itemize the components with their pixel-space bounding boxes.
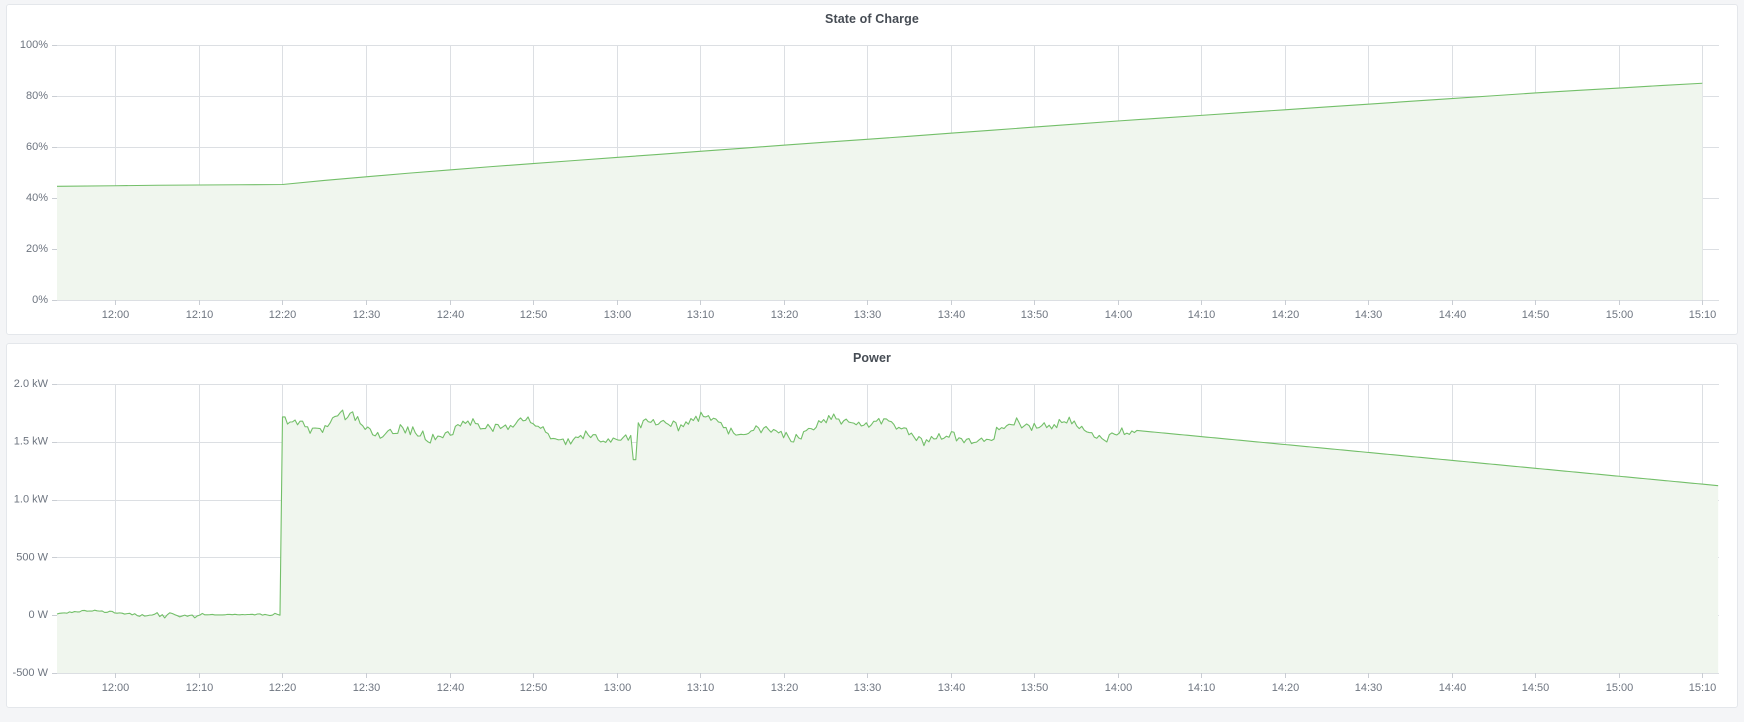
x-axis-tick-label: 12:00	[102, 682, 130, 694]
x-axis-tick-label: 14:40	[1439, 309, 1467, 321]
series-area-fill	[57, 410, 1719, 673]
panel-power: Power -500 W 0 W 500 W 1.0 kW 1.5 kW 2.0 kW 12…	[6, 343, 1738, 708]
y-axis-tick-label: 80%	[26, 90, 48, 102]
x-axis-tick-label: 12:20	[269, 309, 297, 321]
x-axis-tick-label: 13:50	[1021, 309, 1049, 321]
y-axis-tick-label: -500 W	[13, 667, 49, 679]
x-axis-tick-label: 13:10	[687, 309, 715, 321]
x-axis-tick-label: 13:10	[687, 682, 715, 694]
x-axis-tick-label: 13:20	[771, 309, 799, 321]
x-axis-tick-label: 12:50	[520, 309, 548, 321]
x-axis-tick-label: 15:00	[1606, 309, 1634, 321]
panel-title-state-of-charge: State of Charge	[825, 12, 919, 26]
series-line	[56, 82, 1703, 187]
x-axis-tick-label: 12:20	[269, 682, 297, 694]
x-axis-tick-label: 12:40	[437, 309, 465, 321]
y-axis-tick-label: 0 W	[28, 609, 48, 621]
x-axis-tick-label: 14:30	[1355, 682, 1383, 694]
x-axis-tick-label: 15:00	[1606, 682, 1634, 694]
x-axis-tick-label: 12:00	[102, 309, 130, 321]
plot-power[interactable]: -500 W 0 W 500 W 1.0 kW 1.5 kW 2.0 kW 12:00 12:…	[7, 344, 1737, 707]
y-axis-tick-label: 60%	[26, 141, 48, 153]
x-axis-tick-label: 14:20	[1272, 309, 1300, 321]
x-axis-tick-label: 14:50	[1522, 682, 1550, 694]
x-axis-tick-label: 15:10	[1689, 682, 1717, 694]
y-axis-tick-label: 500 W	[16, 551, 48, 563]
y-axis-tick-label: 100%	[20, 39, 48, 51]
x-axis-tick-label: 13:40	[938, 682, 966, 694]
power-chart-svg[interactable]: -500 W 0 W 500 W 1.0 kW 1.5 kW 2.0 kW 12:00 12:…	[7, 344, 1737, 707]
x-axis-tick-label: 12:40	[437, 682, 465, 694]
y-axis-tick-label: 1.0 kW	[14, 494, 49, 506]
y-axis-tick-label: 1.5 kW	[14, 436, 49, 448]
x-axis-tick-label: 14:40	[1439, 682, 1467, 694]
x-axis-tick-label: 14:00	[1105, 682, 1133, 694]
x-axis-tick-label: 14:10	[1188, 309, 1216, 321]
x-axis-tick-label: 12:10	[186, 309, 214, 321]
x-axis-tick-label: 12:30	[353, 682, 381, 694]
x-axis-tick-label: 13:00	[604, 309, 632, 321]
plot-state-of-charge[interactable]: 0% 20% 40% 60% 80% 100% 12:00 12:10 12:20 12:30 12…	[7, 5, 1737, 334]
x-axis-tick-label: 12:10	[186, 682, 214, 694]
y-axis-tick-label: 20%	[26, 243, 48, 255]
x-axis-tick-label: 14:30	[1355, 309, 1383, 321]
x-axis-tick-label: 14:00	[1105, 309, 1133, 321]
x-axis-tick-label: 14:50	[1522, 309, 1550, 321]
panel-state-of-charge: State of Charge 0% 20% 40% 60% 80% 100% 12:00 1…	[6, 4, 1738, 335]
x-axis-tick-label: 13:30	[854, 682, 882, 694]
soc-chart-svg[interactable]: 0% 20% 40% 60% 80% 100% 12:00 12:10 12:20 12:30 12…	[7, 5, 1737, 334]
x-axis-tick-label: 14:10	[1188, 682, 1216, 694]
y-axis-tick-label: 2.0 kW	[14, 378, 49, 390]
x-axis-tick-label: 13:30	[854, 309, 882, 321]
y-axis-tick-label: 0%	[32, 294, 48, 306]
panel-title-power: Power	[852, 351, 891, 365]
x-axis-tick-label: 13:00	[604, 682, 632, 694]
x-axis-tick-label: 13:20	[771, 682, 799, 694]
x-axis-tick-label: 13:40	[938, 309, 966, 321]
x-axis-tick-label: 13:50	[1021, 682, 1049, 694]
y-axis-tick-label: 40%	[26, 192, 48, 204]
series-area-fill	[57, 83, 1703, 300]
series-line	[56, 409, 1719, 619]
x-axis-tick-label: 12:30	[353, 309, 381, 321]
x-axis-tick-label: 15:10	[1689, 309, 1717, 321]
x-axis-tick-label: 14:20	[1272, 682, 1300, 694]
x-axis-tick-label: 12:50	[520, 682, 548, 694]
